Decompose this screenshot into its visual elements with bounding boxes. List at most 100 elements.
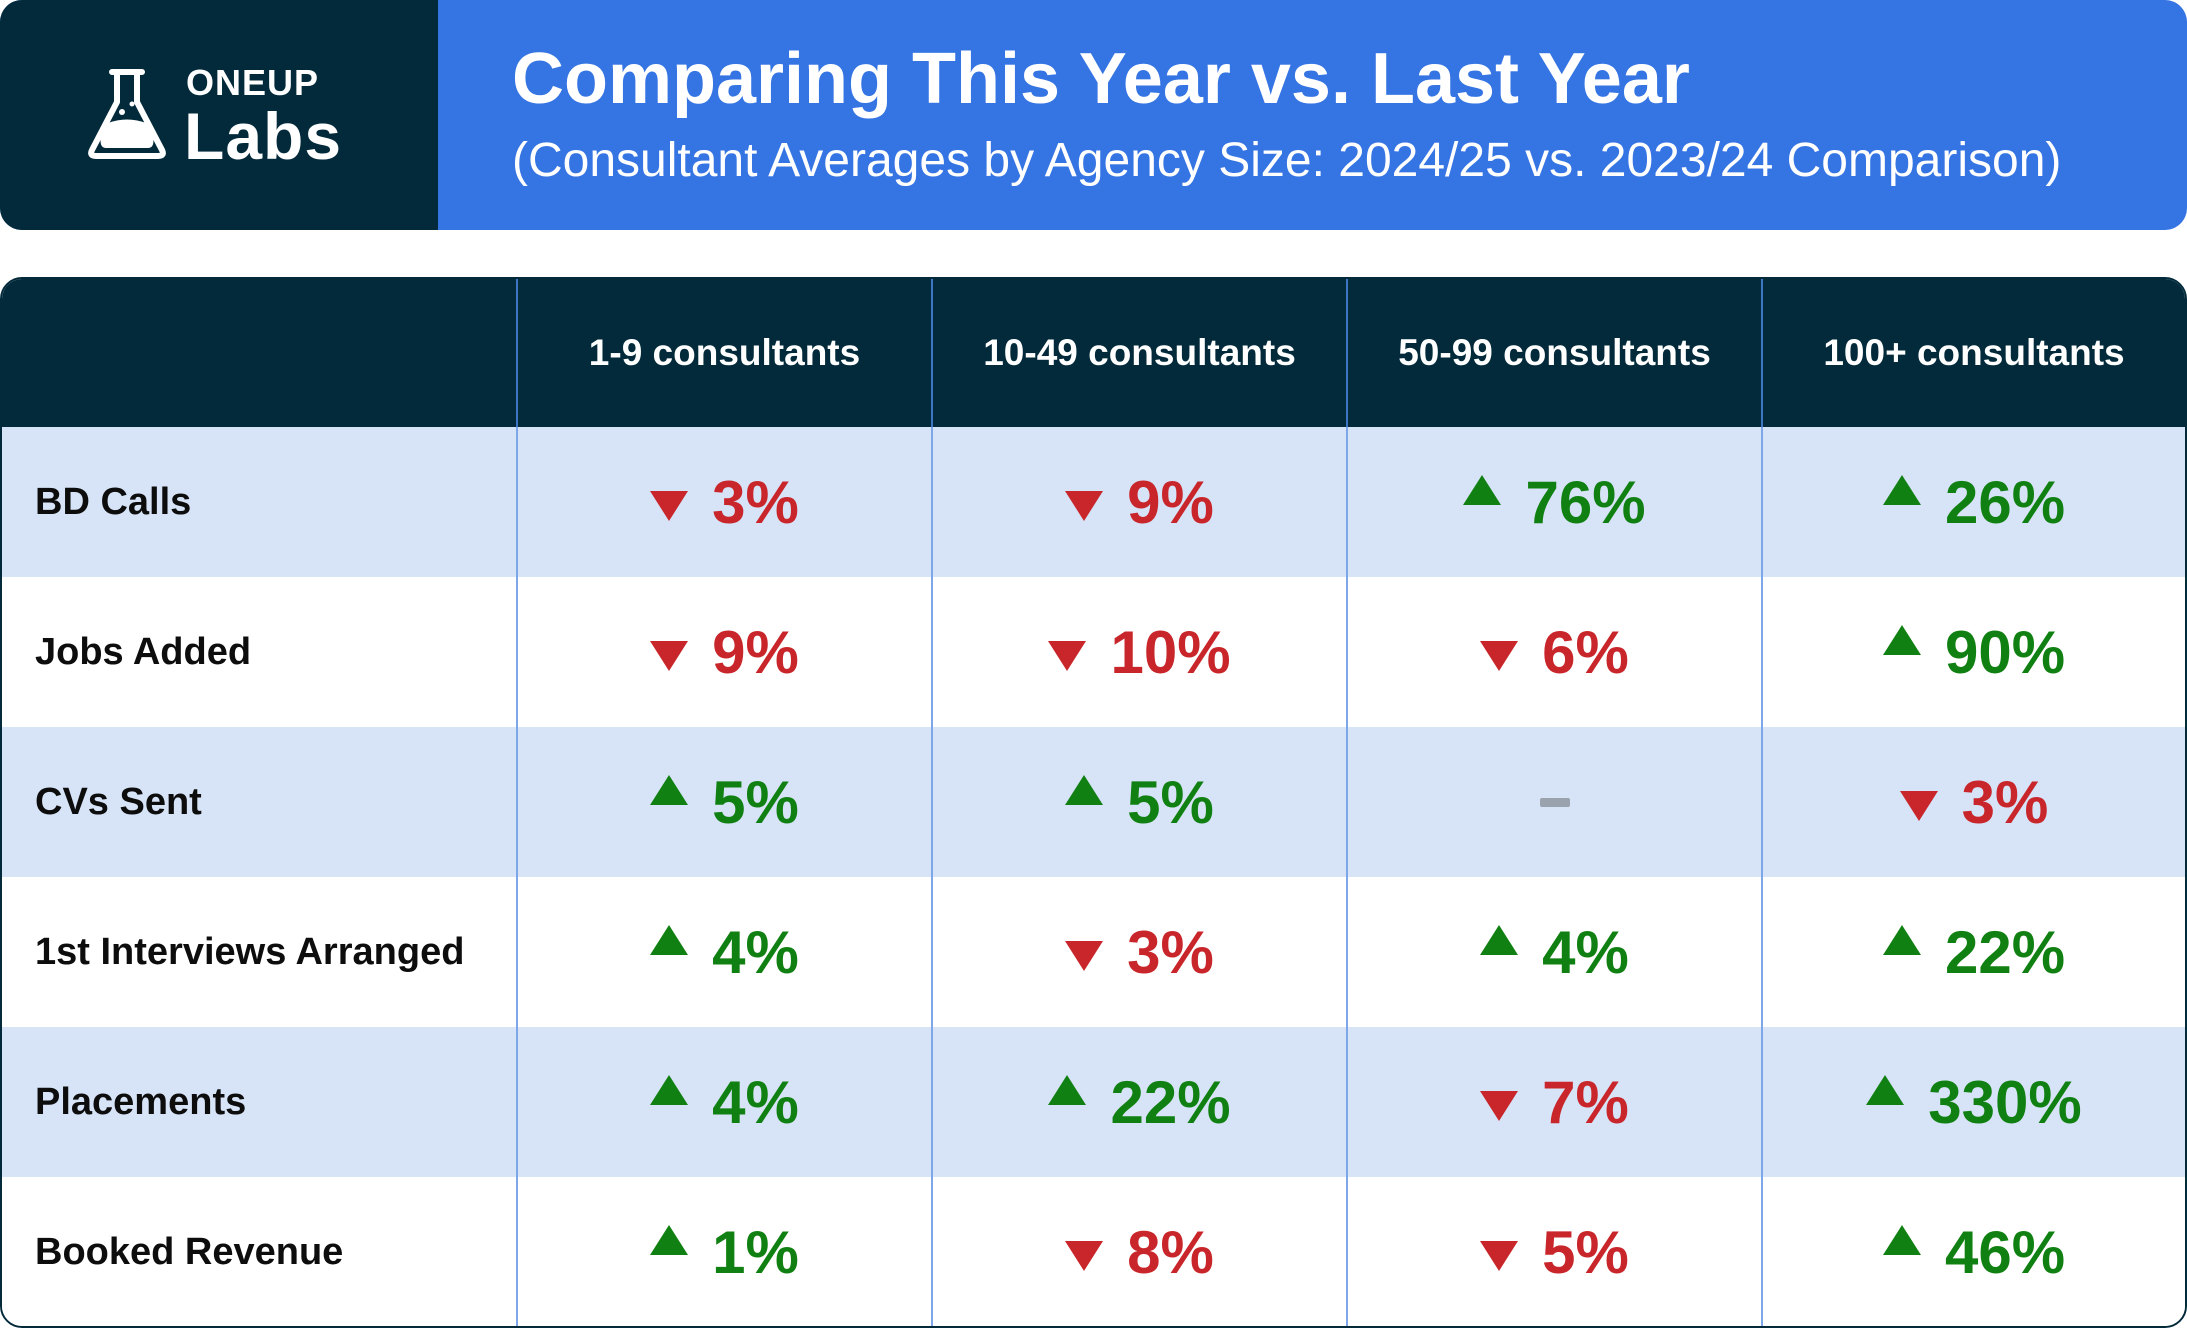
table-cell: 9%	[516, 577, 931, 727]
triangle-up-icon	[1480, 925, 1519, 955]
change-value: 76%	[1463, 468, 1646, 537]
change-value: 8%	[1065, 1218, 1214, 1287]
percent-change: 76%	[1525, 468, 1646, 536]
triangle-up-icon	[1882, 925, 1921, 955]
percent-change: 3%	[1127, 918, 1214, 986]
triangle-down-icon	[1065, 941, 1104, 971]
change-value: 5%	[1065, 768, 1214, 837]
change-value: 5%	[650, 768, 799, 837]
percent-change: 10%	[1110, 618, 1231, 686]
triangle-up-icon	[1463, 475, 1502, 505]
change-value: 22%	[1882, 918, 2066, 987]
table-cell: 1%	[516, 1177, 931, 1326]
comparison-table: 1-9 consultants 10-49 consultants 50-99 …	[0, 277, 2187, 1328]
change-value: 9%	[1065, 468, 1214, 537]
percent-change: 26%	[1944, 468, 2066, 536]
triangle-up-icon	[1882, 625, 1921, 655]
header-corner	[2, 279, 516, 427]
triangle-up-icon	[1048, 1075, 1087, 1105]
table-cell: 10%	[931, 577, 1346, 727]
header-banner: ONEUP Labs Comparing This Year vs. Last …	[0, 0, 2187, 230]
triangle-up-icon	[650, 925, 689, 955]
table-cell: 330%	[1761, 1027, 2185, 1177]
row-label: 1st Interviews Arranged	[2, 877, 516, 1027]
change-value: 6%	[1480, 618, 1629, 687]
percent-change: 90%	[1944, 618, 2066, 686]
column-header: 50-99 consultants	[1346, 279, 1761, 427]
table-cell: 6%	[1346, 577, 1761, 727]
percent-change: 1%	[712, 1218, 799, 1286]
table-cell: 5%	[931, 727, 1346, 877]
column-header: 1-9 consultants	[516, 279, 931, 427]
change-value: 4%	[1480, 918, 1629, 987]
change-value: 4%	[650, 918, 799, 987]
row-label: Booked Revenue	[2, 1177, 516, 1326]
table-cell: 76%	[1346, 427, 1761, 577]
percent-change: 6%	[1542, 618, 1629, 686]
table-cell: 3%	[931, 877, 1346, 1027]
change-value: 1%	[650, 1218, 799, 1287]
table-cell: 4%	[1346, 877, 1761, 1027]
percent-change: 5%	[1127, 768, 1214, 836]
change-value: 26%	[1882, 468, 2066, 537]
table-cell: 46%	[1761, 1177, 2185, 1326]
page-subtitle: (Consultant Averages by Agency Size: 202…	[512, 134, 2062, 187]
change-value: 7%	[1480, 1068, 1629, 1137]
triangle-up-icon	[1882, 475, 1921, 505]
change-value: 46%	[1882, 1218, 2066, 1287]
row-label: Placements	[2, 1027, 516, 1177]
change-value: 90%	[1882, 618, 2066, 687]
table-cell: 8%	[931, 1177, 1346, 1326]
percent-change: 8%	[1127, 1218, 1214, 1286]
percent-change: 46%	[1944, 1218, 2066, 1286]
triangle-up-icon	[650, 775, 689, 805]
percent-change: 4%	[712, 1068, 799, 1136]
percent-change: 5%	[1542, 1218, 1629, 1286]
table-cell	[1346, 727, 1761, 877]
row-label: Jobs Added	[2, 577, 516, 727]
change-value: 10%	[1048, 618, 1231, 687]
logo-wordmark-bottom: Labs	[184, 99, 343, 173]
table-cell: 26%	[1761, 427, 2185, 577]
triangle-down-icon	[1480, 641, 1519, 671]
table-cell: 3%	[1761, 727, 2185, 877]
no-change-dash-icon	[1539, 797, 1570, 807]
percent-change: 4%	[1542, 918, 1629, 986]
flask-icon	[88, 69, 166, 159]
triangle-down-icon	[650, 641, 689, 671]
change-value: 330%	[1866, 1068, 2082, 1137]
logo: ONEUP Labs	[0, 0, 438, 230]
change-value: 22%	[1048, 1068, 1231, 1137]
change-value: 5%	[1480, 1218, 1629, 1287]
page-title: Comparing This Year vs. Last Year	[512, 39, 1690, 119]
table-cell: 5%	[1346, 1177, 1761, 1326]
column-header: 100+ consultants	[1761, 279, 2185, 427]
triangle-down-icon	[1480, 1091, 1519, 1121]
table-cell: 22%	[1761, 877, 2185, 1027]
triangle-up-icon	[650, 1225, 689, 1255]
triangle-down-icon	[650, 491, 689, 521]
table-cell: 5%	[516, 727, 931, 877]
logo-wordmark-top: ONEUP	[186, 62, 320, 103]
percent-change: 7%	[1542, 1068, 1629, 1136]
percent-change: 22%	[1110, 1068, 1231, 1136]
percent-change: 22%	[1944, 918, 2066, 986]
change-value: 3%	[650, 468, 799, 537]
triangle-down-icon	[1899, 791, 1938, 821]
triangle-down-icon	[1065, 491, 1104, 521]
triangle-down-icon	[1065, 1241, 1104, 1271]
row-label: BD Calls	[2, 427, 516, 577]
percent-change: 3%	[1961, 768, 2049, 836]
table-grid: 1-9 consultants 10-49 consultants 50-99 …	[2, 279, 2185, 1326]
percent-change: 4%	[712, 918, 799, 986]
triangle-up-icon	[1882, 1225, 1921, 1255]
triangle-up-icon	[1065, 775, 1104, 805]
table-cell: 22%	[931, 1027, 1346, 1177]
table-cell: 9%	[931, 427, 1346, 577]
percent-change: 9%	[1127, 468, 1214, 536]
column-header: 10-49 consultants	[931, 279, 1346, 427]
percent-change: 330%	[1928, 1068, 2082, 1136]
percent-change: 9%	[712, 618, 799, 686]
triangle-up-icon	[1866, 1075, 1905, 1105]
triangle-up-icon	[650, 1075, 689, 1105]
